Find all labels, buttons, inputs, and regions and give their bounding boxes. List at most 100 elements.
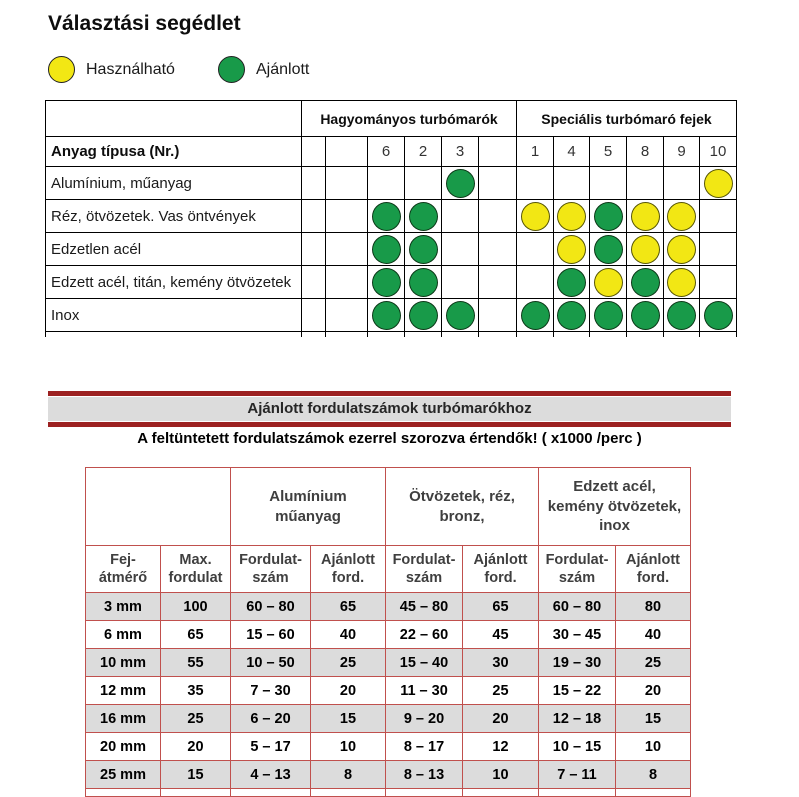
rpm-group-header-hardened: Edzett acél, kemény ötvözetek, inox <box>538 467 691 546</box>
matrix-cell <box>699 166 737 200</box>
column-number: 8 <box>626 136 664 167</box>
rpm-data-row: 6 mm 65 15 – 60 40 22 – 60 45 30 – 45 40 <box>85 620 691 649</box>
rpm-cell: 65 <box>462 592 539 621</box>
recommended-dot <box>408 234 438 264</box>
matrix-cell <box>663 298 700 332</box>
matrix-spacer-cell <box>301 232 326 266</box>
material-label: Edzetlen acél <box>45 232 302 266</box>
recommended-dot-icon <box>218 56 245 83</box>
matrix-cell <box>516 232 554 266</box>
usable-dot <box>593 267 623 297</box>
column-number: 6 <box>367 136 405 167</box>
column-number: 10 <box>699 136 737 167</box>
matrix-cell <box>404 232 442 266</box>
matrix-cell <box>589 199 627 233</box>
recommended-dot <box>630 300 660 330</box>
matrix-cell <box>441 166 479 200</box>
rpm-cell: 20 <box>462 704 539 733</box>
matrix-group-header-row: Hagyományos turbómarók Speciális turbóma… <box>45 100 737 137</box>
matrix-spacer-cell <box>478 298 517 332</box>
matrix-spacer-cell <box>325 199 368 233</box>
matrix-cell <box>699 232 737 266</box>
material-label: Edzett acél, titán, kemény ötvözetek <box>45 265 302 299</box>
rpm-cell: 25 <box>462 676 539 705</box>
recommended-dot <box>371 300 401 330</box>
rpm-cell: 25 <box>310 648 386 677</box>
legend-recommended-label: Ajánlott <box>256 60 310 78</box>
rpm-cell: 15 – 40 <box>385 648 463 677</box>
matrix-cell <box>441 298 479 332</box>
material-label: Réz, ötvözetek. Vas öntvények <box>45 199 302 233</box>
legend-usable: Használható <box>48 56 175 83</box>
rpm-data-row: 3 mm 100 60 – 80 65 45 – 80 65 60 – 80 8… <box>85 592 691 621</box>
column-number: 2 <box>404 136 442 167</box>
matrix-spacer-cell <box>325 232 368 266</box>
rpm-column-header: Ajánlott ford. <box>615 545 691 593</box>
matrix-row: Edzett acél, titán, kemény ötvözetek <box>45 265 737 299</box>
rpm-cell: 20 mm <box>85 732 161 761</box>
material-label: Inox <box>45 298 302 332</box>
matrix-cell <box>404 298 442 332</box>
rpm-cell: 15 – 60 <box>230 620 311 649</box>
usable-dot <box>703 168 733 198</box>
rpm-cell: 55 <box>160 648 231 677</box>
rpm-cell: 19 – 30 <box>538 648 616 677</box>
matrix-cell <box>367 265 405 299</box>
rpm-data-row: 25 mm 15 4 – 13 8 8 – 13 10 7 – 11 8 <box>85 760 691 789</box>
matrix-cell <box>516 298 554 332</box>
usable-dot <box>667 234 696 264</box>
rpm-cell: 20 <box>310 676 386 705</box>
recommended-dot <box>408 201 438 231</box>
rpm-column-header: Ajánlott ford. <box>462 545 539 593</box>
recommended-dot <box>667 300 696 330</box>
group-header-conventional: Hagyományos turbómarók <box>301 100 517 137</box>
recommended-dot <box>630 267 660 297</box>
matrix-row: Edzetlen acél <box>45 232 737 266</box>
rpm-cell: 16 mm <box>85 704 161 733</box>
rpm-group-header-aluminium: Alumínium műanyag <box>230 467 386 546</box>
page-title: Választási segédlet <box>48 12 241 35</box>
rpm-cell: 5 – 17 <box>230 732 311 761</box>
matrix-cell <box>367 166 405 200</box>
matrix-cell <box>553 166 590 200</box>
rpm-cell: 25 <box>160 704 231 733</box>
rpm-data-row: 20 mm 20 5 – 17 10 8 – 17 12 10 – 15 10 <box>85 732 691 761</box>
rpm-cell: 15 – 22 <box>538 676 616 705</box>
matrix-spacer-cell <box>478 136 517 167</box>
rpm-cell: 11 – 30 <box>385 676 463 705</box>
matrix-cell <box>699 265 737 299</box>
column-number: 5 <box>589 136 627 167</box>
rpm-cell: 60 – 80 <box>538 592 616 621</box>
matrix-cell <box>553 265 590 299</box>
matrix-spacer-cell <box>325 265 368 299</box>
group-header-special: Speciális turbómaró fejek <box>516 100 737 137</box>
matrix-cell <box>626 298 664 332</box>
matrix-cell <box>516 166 554 200</box>
recommended-dot <box>593 201 623 231</box>
rpm-data-row: 16 mm 25 6 – 20 15 9 – 20 20 12 – 18 15 <box>85 704 691 733</box>
rpm-cell: 8 <box>310 760 386 789</box>
matrix-cell <box>589 298 627 332</box>
rpm-column-header: Fej- átmérő <box>85 545 161 593</box>
rpm-cell: 22 – 60 <box>385 620 463 649</box>
matrix-cell <box>367 199 405 233</box>
matrix-corner-label: Anyag típusa (Nr.) <box>45 136 302 167</box>
rpm-cell: 20 <box>615 676 691 705</box>
column-number: 3 <box>441 136 479 167</box>
matrix-cell <box>626 232 664 266</box>
rpm-cell: 30 <box>462 648 539 677</box>
rpm-cell: 3 mm <box>85 592 161 621</box>
usable-dot <box>557 234 586 264</box>
matrix-spacer-cell <box>325 166 368 200</box>
rpm-cell: 4 – 13 <box>230 760 311 789</box>
rpm-cell: 10 mm <box>85 648 161 677</box>
matrix-cell <box>626 166 664 200</box>
matrix-cell <box>699 199 737 233</box>
recommended-dot <box>557 267 586 297</box>
matrix-cell <box>367 232 405 266</box>
rpm-cutoff-row <box>85 788 691 797</box>
recommended-dot <box>371 234 401 264</box>
matrix-cell <box>553 199 590 233</box>
matrix-spacer-cell <box>325 298 368 332</box>
